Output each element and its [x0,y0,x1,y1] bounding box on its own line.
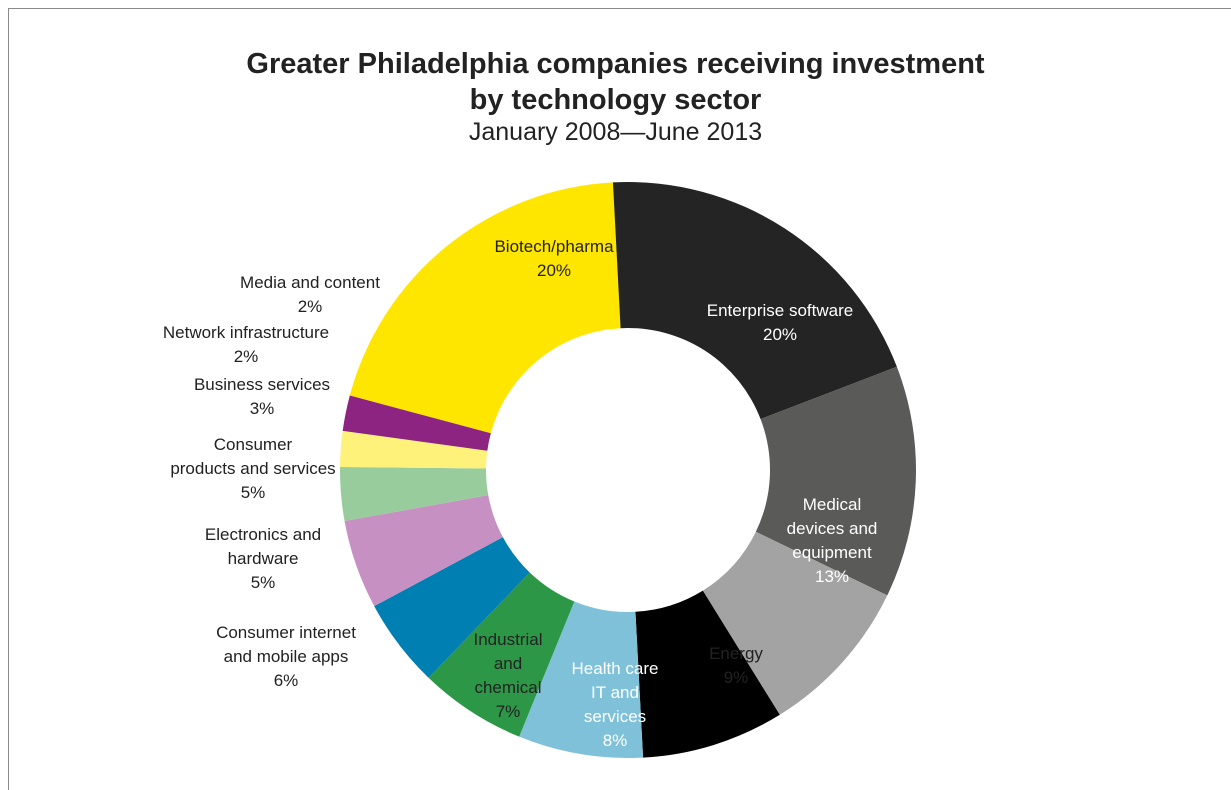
slice-network-infrastructure [340,430,488,469]
label-electronics-and-hardware: Electronics and hardware 5% [205,525,321,592]
chart-frame [8,8,1231,790]
slice-name-label: services [584,707,646,726]
slice-name-label: Consumer [214,435,293,454]
chart-subtitle: January 2008—June 2013 [468,118,763,146]
slice-name-label: Electronics and [205,525,321,544]
slice-name-label: Medical [803,495,862,514]
label-media-and-content: Media and content 2% [240,273,380,316]
slice-name-label: IT and [591,683,639,702]
slice-enterprise-software [612,182,897,420]
slice-value-label: 20% [763,325,797,344]
slice-name-label: Enterprise software [707,301,853,320]
slice-name-label: and mobile apps [224,647,349,666]
slice-business-services [340,466,489,522]
label-network-infrastructure: Network infrastructure 2% [163,323,329,366]
slice-value-label: 2% [298,297,323,316]
slice-energy [702,531,888,715]
slice-name-label: hardware [228,549,299,568]
label-industrial-and-chemical: Industrial and chemical 7% [474,630,543,721]
slice-value-label: 7% [496,702,521,721]
slice-consumer-products-and-services [344,495,503,607]
slice-name-label: Biotech/pharma [494,237,614,256]
slice-value-label: 6% [274,671,299,690]
slice-value-label: 8% [603,731,628,750]
label-health-care-it-and-services: Health care IT and services 8% [572,659,659,750]
slice-health-care-it-and-services [635,590,780,758]
slice-name-label: products and services [170,459,335,478]
slice-industrial-and-chemical [519,601,644,758]
slice-value-label: 3% [250,399,275,418]
slice-electronics-and-hardware [374,537,530,678]
slice-value-label: 9% [724,668,749,687]
slice-name-label: Media and content [240,273,380,292]
label-consumer-internet-and-mobile-apps: Consumer internet and mobile apps 6% [216,623,356,690]
slice-name-label: Industrial [474,630,543,649]
slice-name-label: and [494,654,522,673]
slice-value-label: 2% [234,347,259,366]
chart-title-line1: Greater Philadelphia companies receiving… [246,48,985,80]
label-medical-devices-and-equipment: Medical devices and equipment 13% [787,495,878,586]
slice-name-label: Network infrastructure [163,323,329,342]
slice-value-label: 5% [241,483,266,502]
label-business-services: Business services 3% [194,375,330,418]
label-enterprise-software: Enterprise software 20% [707,301,853,344]
slice-value-label: 13% [815,567,849,586]
slice-name-label: Consumer internet [216,623,356,642]
slice-biotech-pharma [349,182,621,434]
slice-value-label: 20% [537,261,571,280]
label-biotech-pharma: Biotech/pharma 20% [494,237,614,280]
slice-name-label: Business services [194,375,330,394]
slice-medical-devices-and-equipment [755,366,917,596]
slice-name-label: equipment [792,543,872,562]
slice-name-label: chemical [474,678,541,697]
slice-value-label: 5% [251,573,276,592]
chart-title-line2: by technology sector [469,84,762,116]
label-consumer-products-and-services: Consumer products and services 5% [170,435,335,502]
slice-name-label: Energy [709,644,763,663]
slice-media-and-content [342,395,491,451]
slice-consumer-internet-and-mobile-apps [428,572,575,737]
slice-name-label: Health care [572,659,659,678]
label-energy: Energy 9% [709,644,763,687]
slice-name-label: devices and [787,519,878,538]
